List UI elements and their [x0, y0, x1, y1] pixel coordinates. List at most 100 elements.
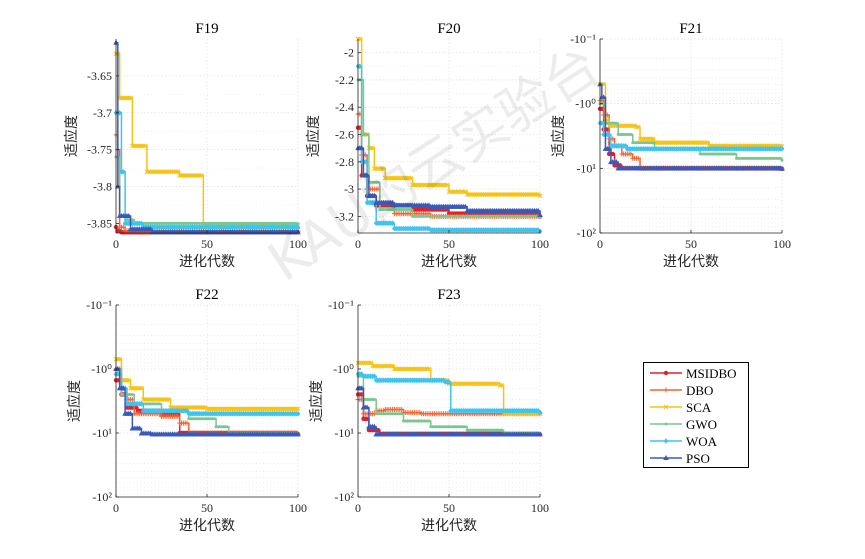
series-sca-marker	[637, 136, 643, 142]
series-sca-marker	[284, 406, 290, 412]
series-woa-marker	[293, 224, 299, 230]
series-sca-marker	[630, 123, 636, 129]
legend-swatch-marker	[663, 370, 669, 376]
series-sca-marker	[277, 406, 283, 412]
x-axis-label: 进化代数	[421, 254, 477, 270]
series-gwo-marker	[365, 132, 369, 136]
series-sca-marker	[448, 189, 454, 195]
series-sca-marker	[422, 366, 428, 372]
series-gwo-marker	[409, 208, 413, 212]
series-sca-marker	[239, 406, 244, 412]
series-sca-marker	[481, 192, 486, 197]
series-sca-marker	[404, 175, 410, 181]
series-sca-marker	[641, 136, 647, 142]
series-sca-marker	[519, 192, 525, 197]
y-tick-label: -10¹	[334, 426, 354, 440]
series-sca-marker	[666, 140, 672, 145]
series-sca-marker	[435, 182, 441, 188]
series-sca-marker	[430, 182, 435, 188]
y-tick-label: -2.4	[335, 100, 354, 114]
series-sca-marker	[457, 381, 463, 387]
series-sca-marker	[261, 406, 266, 412]
x-axis-label: 进化代数	[179, 254, 235, 270]
series-pso-marker	[295, 431, 301, 437]
y-tick-label: -3.75	[87, 143, 112, 157]
series-sca-marker	[397, 175, 403, 181]
series-sca-marker	[151, 397, 157, 402]
series-sca-marker	[453, 189, 459, 195]
series-sca-marker	[370, 363, 375, 369]
series-sca-marker	[372, 166, 377, 171]
series-sca-marker	[146, 397, 152, 402]
x-tick-label: 100	[531, 237, 549, 251]
series-sca-marker	[534, 192, 539, 197]
series-sca-marker	[170, 169, 175, 175]
series-sca-marker	[153, 397, 159, 402]
series-sca-marker	[390, 175, 395, 181]
series-sca-marker	[175, 169, 181, 175]
chart-title: F21	[679, 21, 702, 37]
series-sca-marker	[688, 140, 694, 145]
series-sca-marker	[463, 381, 468, 387]
series-pso-marker	[371, 192, 378, 198]
series-sca-marker	[273, 406, 279, 412]
series-sca-marker	[670, 140, 676, 145]
series-sca-marker	[685, 140, 690, 145]
series-sca-marker	[375, 363, 381, 369]
series-sca-marker	[140, 397, 146, 402]
series-woa-marker	[537, 409, 543, 416]
y-tick-label: -10²	[334, 490, 354, 504]
series-sca-marker	[644, 136, 650, 142]
x-tick-label: 100	[289, 237, 307, 251]
y-tick-label: -10⁰	[575, 97, 596, 111]
y-tick-label: -10⁻¹	[328, 298, 354, 312]
series-woa	[113, 109, 301, 231]
series-pso	[355, 145, 543, 217]
x-tick-label: 0	[113, 501, 119, 515]
series-sca-marker	[473, 192, 479, 197]
legend-swatch	[650, 422, 682, 426]
y-tick-label: -3.7	[93, 106, 112, 120]
series-sca-marker	[510, 192, 516, 197]
series-sca-marker	[364, 360, 370, 366]
series-sca-marker	[426, 366, 432, 372]
series-sca-marker	[155, 169, 161, 175]
series-sca-marker	[690, 140, 696, 145]
series-gwo-marker	[158, 402, 162, 406]
legend-item-woa: WOA	[644, 433, 748, 450]
series-gwo-marker	[780, 158, 784, 162]
legend-item-pso: PSO	[644, 450, 748, 467]
series-sca-marker	[473, 381, 479, 387]
series-sca-marker	[146, 169, 152, 175]
series-sca-marker	[382, 175, 388, 181]
series-sca-marker	[133, 385, 139, 391]
x-axis-label: 进化代数	[179, 518, 235, 534]
series-sca-marker	[419, 366, 425, 372]
series-sca-marker	[528, 192, 534, 197]
series-sca-marker	[131, 385, 137, 391]
series-sca-marker	[477, 381, 483, 387]
series-sca-marker	[282, 406, 288, 412]
series-sca-marker	[366, 360, 372, 366]
x-tick-label: 0	[113, 237, 119, 251]
series-sca-marker	[150, 169, 155, 175]
series-sca-marker	[255, 406, 261, 412]
panel-f19: -3.65 -3.7 -3.75 -3.8 -3.850 50 100 F19 进化代数 适应度	[63, 21, 307, 270]
series-sca-marker	[126, 95, 132, 101]
series-sca-marker	[361, 360, 366, 366]
series-sca-marker	[219, 406, 224, 412]
series-gwo-marker	[130, 218, 134, 222]
series-sca-marker	[402, 175, 408, 181]
series-sca-marker	[495, 192, 501, 197]
series-sca-marker	[410, 366, 415, 372]
series-sca-marker	[628, 123, 634, 129]
series-sca-marker	[499, 192, 505, 197]
series-pso-marker	[364, 404, 370, 410]
series-sca-marker	[428, 182, 434, 188]
series-sca-marker	[155, 397, 161, 402]
legend-label: SCA	[686, 400, 712, 415]
series-sca-marker	[401, 366, 406, 372]
series-sca-marker	[470, 381, 476, 387]
y-tick-label: -3.2	[335, 209, 354, 223]
series-sca-marker	[677, 140, 683, 145]
